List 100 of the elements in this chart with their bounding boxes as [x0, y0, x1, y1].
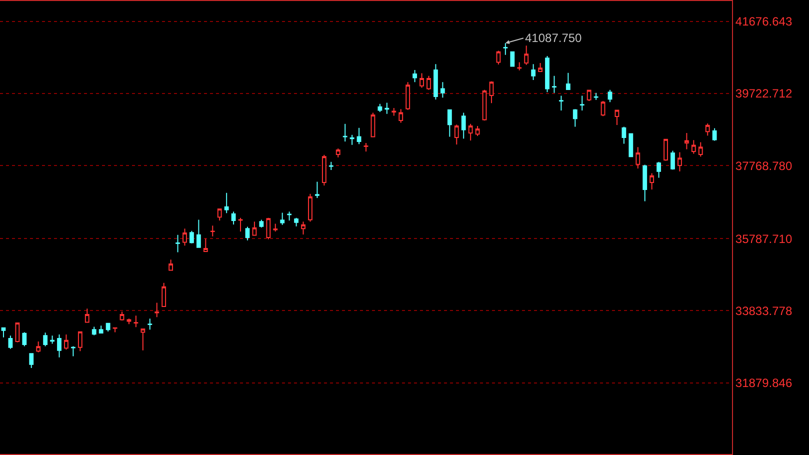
candlestick — [231, 211, 236, 226]
candlestick — [57, 334, 62, 358]
candlestick — [378, 103, 382, 113]
candlestick — [664, 138, 668, 162]
candlestick — [510, 51, 515, 67]
candlestick — [259, 219, 264, 228]
candlestick — [203, 238, 208, 252]
candlestick — [176, 234, 180, 253]
candlestick — [190, 230, 194, 244]
candlestick — [50, 335, 54, 344]
candlestick — [154, 302, 160, 318]
candlestick — [572, 108, 578, 128]
candlestick — [454, 124, 459, 145]
candlestick — [552, 75, 556, 94]
candlestick — [322, 154, 326, 186]
candlestick — [538, 62, 542, 72]
y-tick-label: 35787.710 — [735, 232, 792, 246]
candlestick — [412, 69, 418, 83]
candlestick — [78, 331, 82, 352]
y-tick-label: 41676.643 — [735, 14, 792, 29]
candlestick — [489, 80, 494, 104]
candlestick — [245, 226, 250, 241]
candlestick — [70, 346, 76, 357]
candlestick — [336, 148, 340, 158]
candlestick — [636, 146, 640, 169]
candlestick — [280, 212, 285, 226]
candlestick — [517, 62, 522, 71]
candlestick — [468, 123, 473, 141]
candlestick — [36, 340, 41, 353]
candlestick — [691, 140, 696, 154]
candlestick — [217, 208, 222, 221]
candlestick — [712, 128, 717, 142]
candlestick — [314, 181, 320, 198]
candlestick — [670, 150, 675, 170]
y-tick-label: 33833.778 — [735, 304, 792, 318]
candlestick — [350, 134, 354, 146]
candlestick — [475, 126, 480, 137]
candlestick — [238, 217, 243, 232]
candlestick — [98, 325, 104, 334]
candlestick — [440, 82, 445, 98]
candlestick — [112, 327, 118, 333]
y-tick-label: 39722.712 — [735, 86, 792, 101]
candlestick — [182, 228, 187, 246]
candlestick — [224, 192, 229, 214]
candlestick — [398, 108, 404, 124]
candlestick — [162, 282, 166, 307]
candlestick — [29, 353, 34, 369]
candlestick — [580, 95, 584, 112]
candlestick — [43, 332, 48, 347]
candlestick — [273, 223, 278, 232]
candlestick — [524, 45, 529, 66]
candlestick — [84, 308, 90, 323]
candlestick — [356, 127, 362, 145]
candlestick — [328, 161, 334, 170]
candlestick — [392, 107, 396, 116]
candlestick — [420, 72, 424, 88]
candlestick — [148, 318, 152, 330]
candlestick — [252, 221, 257, 236]
candlestick — [628, 133, 634, 158]
candlestick — [482, 89, 487, 122]
candlestick — [705, 122, 710, 136]
candlestick — [308, 193, 312, 222]
candlestick — [684, 132, 689, 150]
candlestick — [678, 152, 682, 172]
y-tick-label: 31879.846 — [735, 376, 792, 390]
candlestick — [196, 219, 201, 248]
candlestick — [168, 259, 174, 271]
candlestick — [294, 217, 298, 227]
candlestick — [134, 315, 138, 328]
candlestick — [106, 322, 110, 332]
candlestick — [608, 89, 612, 103]
candlestick — [384, 102, 390, 114]
candlestick — [558, 95, 564, 112]
candlestick — [545, 55, 550, 93]
candlestick — [461, 112, 466, 140]
candlestick — [566, 72, 570, 90]
candlestick — [622, 126, 626, 144]
candlestick — [434, 64, 438, 100]
candlestick — [531, 64, 536, 80]
candlestick — [22, 332, 27, 347]
candlestick — [642, 164, 648, 202]
candlestick — [126, 318, 132, 325]
candlestick — [210, 225, 215, 237]
candlestick — [364, 142, 368, 152]
candlestick — [140, 328, 146, 351]
candlestick — [1, 327, 6, 338]
candlestick — [8, 335, 13, 350]
candlestick — [594, 92, 598, 100]
candlestick — [64, 334, 68, 350]
candlestick — [92, 326, 96, 336]
candlestick — [266, 217, 271, 240]
candlestick — [287, 211, 292, 221]
annotation: 41087.750 — [525, 31, 582, 45]
candlestick — [342, 123, 348, 142]
candlestick — [698, 142, 703, 158]
candlestick — [406, 82, 410, 110]
candlestick — [650, 172, 654, 190]
candlestick — [15, 322, 20, 343]
candlestick — [586, 90, 592, 102]
candlestick — [503, 42, 508, 56]
